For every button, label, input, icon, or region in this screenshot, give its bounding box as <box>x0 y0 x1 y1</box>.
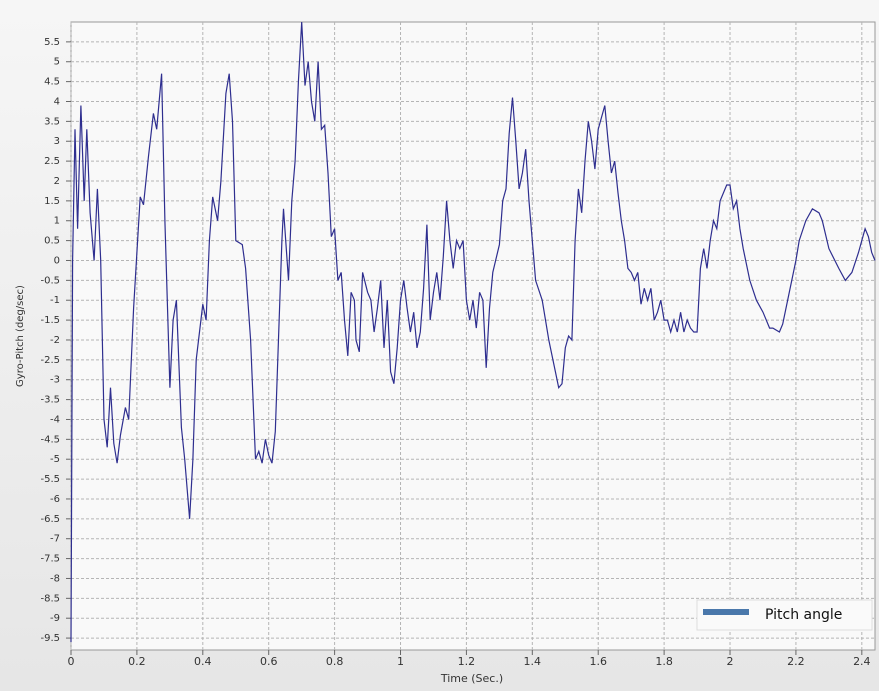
x-tick-label: 0.8 <box>326 655 344 668</box>
legend: Pitch angle <box>697 600 872 630</box>
legend-swatch <box>703 609 749 615</box>
y-tick-label: -3.5 <box>40 395 60 406</box>
y-tick-label: 5 <box>54 57 60 68</box>
x-tick-label: 1.2 <box>458 655 476 668</box>
y-tick-label: -0.5 <box>40 275 60 286</box>
y-tick-label: 0 <box>54 255 60 266</box>
page: {"chart_data": {"type": "line", "y_label… <box>0 0 879 691</box>
x-tick-label: 1.8 <box>655 655 673 668</box>
x-tick-label: 1.6 <box>589 655 607 668</box>
y-tick-label: -2.5 <box>40 355 60 366</box>
y-tick-label: 5.5 <box>44 37 60 48</box>
y-tick-label: -8 <box>50 573 60 584</box>
y-tick-label: 0.5 <box>44 236 60 247</box>
plot-area <box>71 22 875 650</box>
y-tick-label: -7 <box>50 534 60 545</box>
y-tick-label: 1 <box>54 216 60 227</box>
y-tick-label: -2 <box>50 335 60 346</box>
y-tick-label: -7.5 <box>40 554 60 565</box>
y-tick-label: -4.5 <box>40 434 60 445</box>
y-tick-label: 3 <box>54 136 60 147</box>
y-tick-label: -6 <box>50 494 60 505</box>
chart: Time (Sec.) Gyro-Pitch (deg/sec) Pitch a… <box>0 0 879 691</box>
x-tick-label: 2.4 <box>853 655 871 668</box>
legend-label: Pitch angle <box>765 607 842 623</box>
y-tick-label: -6.5 <box>40 514 60 525</box>
x-tick-label: 0.2 <box>128 655 146 668</box>
y-tick-label: 4.5 <box>44 77 60 88</box>
y-tick-label: -1.5 <box>40 315 60 326</box>
y-tick-label: -4 <box>50 414 60 425</box>
y-tick-label: -5.5 <box>40 474 60 485</box>
y-tick-label: -9.5 <box>40 633 60 644</box>
y-tick-label: -3 <box>50 375 60 386</box>
y-tick-label: 3.5 <box>44 116 60 127</box>
y-tick-label: -1 <box>50 295 60 306</box>
x-tick-label: 2 <box>727 655 734 668</box>
y-tick-label: -5 <box>50 454 60 465</box>
x-tick-label: 0.4 <box>194 655 212 668</box>
y-tick-label: -8.5 <box>40 593 60 604</box>
y-tick-label: 1.5 <box>44 196 60 207</box>
x-axis-title: Time (Sec.) <box>440 672 503 685</box>
x-tick-label: 1 <box>397 655 404 668</box>
y-tick-label: 2 <box>54 176 60 187</box>
x-tick-label: 1.4 <box>524 655 542 668</box>
x-tick-label: 0.6 <box>260 655 278 668</box>
y-axis-title: Gyro-Pitch (deg/sec) <box>15 285 26 387</box>
x-tick-label: 0 <box>68 655 75 668</box>
y-tick-label: 4 <box>54 96 60 107</box>
y-tick-label: -9 <box>50 613 60 624</box>
x-tick-label: 2.2 <box>787 655 805 668</box>
y-tick-label: 2.5 <box>44 156 60 167</box>
